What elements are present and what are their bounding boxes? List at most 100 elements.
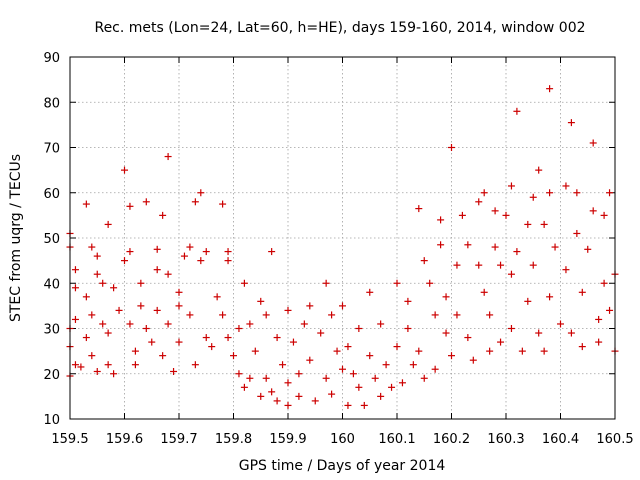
data-point	[71, 266, 79, 274]
x-tick-label: 159.5	[51, 432, 88, 447]
data-point	[295, 392, 303, 400]
data-point	[535, 166, 543, 174]
data-point	[284, 306, 292, 314]
data-point	[257, 297, 265, 305]
x-tick-label: 159.8	[215, 432, 252, 447]
data-point	[486, 347, 494, 355]
data-point	[437, 241, 445, 249]
data-point	[328, 311, 336, 319]
data-point	[121, 166, 128, 174]
data-point	[507, 325, 515, 332]
data-point	[355, 383, 363, 391]
data-point	[306, 356, 314, 364]
y-tick-label: 30	[43, 323, 60, 338]
data-point	[513, 248, 521, 256]
data-point	[328, 390, 336, 398]
data-point	[475, 198, 483, 206]
data-point	[224, 248, 232, 256]
data-point	[595, 338, 603, 346]
data-point	[268, 388, 276, 396]
data-point	[191, 198, 199, 206]
data-point	[420, 257, 428, 265]
data-point	[557, 320, 564, 328]
x-tick-label: 160.2	[433, 432, 470, 447]
data-point	[453, 261, 461, 269]
data-point	[355, 325, 363, 332]
data-point	[469, 356, 477, 364]
y-tick-label: 10	[43, 413, 60, 428]
x-tick-label: 160.5	[596, 432, 633, 447]
data-point	[202, 334, 210, 342]
data-point	[464, 334, 472, 342]
data-point	[175, 288, 183, 296]
data-point	[191, 361, 199, 369]
x-tick-label: 160.1	[378, 432, 415, 447]
data-point	[333, 347, 341, 355]
data-point	[393, 343, 401, 351]
data-point	[224, 334, 232, 342]
data-point	[415, 347, 423, 355]
data-point	[366, 288, 374, 296]
data-point	[240, 383, 248, 391]
data-point	[448, 352, 455, 360]
data-point	[131, 347, 139, 355]
data-point	[93, 367, 101, 375]
x-tick-label: 160.3	[487, 432, 524, 447]
data-point	[219, 311, 227, 319]
data-point	[344, 401, 352, 409]
data-point	[426, 279, 434, 287]
data-point	[230, 352, 237, 360]
data-point	[431, 311, 439, 319]
data-point	[491, 207, 499, 215]
data-point	[377, 392, 385, 400]
x-tick-label: 159.7	[160, 432, 197, 447]
data-point	[159, 211, 167, 219]
data-point	[279, 361, 287, 369]
data-point	[546, 189, 554, 197]
data-point	[126, 320, 134, 328]
data-point	[110, 370, 118, 378]
data-point	[82, 293, 90, 301]
data-point	[153, 245, 161, 253]
data-point	[262, 311, 270, 319]
data-point	[159, 352, 167, 360]
data-point	[88, 352, 96, 360]
data-point	[289, 338, 297, 346]
data-point	[219, 200, 227, 208]
data-point	[480, 189, 488, 197]
data-point	[573, 189, 581, 197]
data-point	[284, 401, 292, 409]
y-tick-labels: 10 20 30 40 50 60 70 80 90	[43, 51, 60, 428]
data-point	[507, 270, 515, 278]
data-point	[595, 315, 603, 323]
data-point	[437, 216, 445, 224]
grid-lines	[70, 57, 615, 419]
data-point	[377, 320, 385, 328]
data-point	[540, 220, 548, 228]
data-point	[442, 329, 450, 337]
data-point	[164, 153, 172, 161]
data-point	[360, 401, 368, 409]
data-point	[142, 198, 150, 206]
data-point	[246, 374, 254, 382]
data-point	[224, 257, 232, 265]
data-point	[71, 284, 79, 292]
data-point	[497, 338, 505, 346]
data-point	[600, 211, 608, 219]
y-tick-label: 60	[43, 187, 60, 202]
data-point	[562, 266, 570, 274]
data-point	[404, 325, 412, 332]
data-point	[464, 241, 472, 249]
data-point	[311, 397, 319, 405]
data-point	[518, 347, 526, 355]
data-point	[589, 207, 597, 215]
data-point	[262, 374, 270, 382]
data-point	[388, 383, 396, 391]
data-point	[322, 279, 330, 287]
data-point	[126, 248, 134, 256]
data-point	[606, 306, 614, 314]
data-point	[300, 320, 308, 328]
data-point	[295, 370, 303, 378]
data-point	[584, 245, 592, 253]
data-point	[71, 315, 79, 323]
